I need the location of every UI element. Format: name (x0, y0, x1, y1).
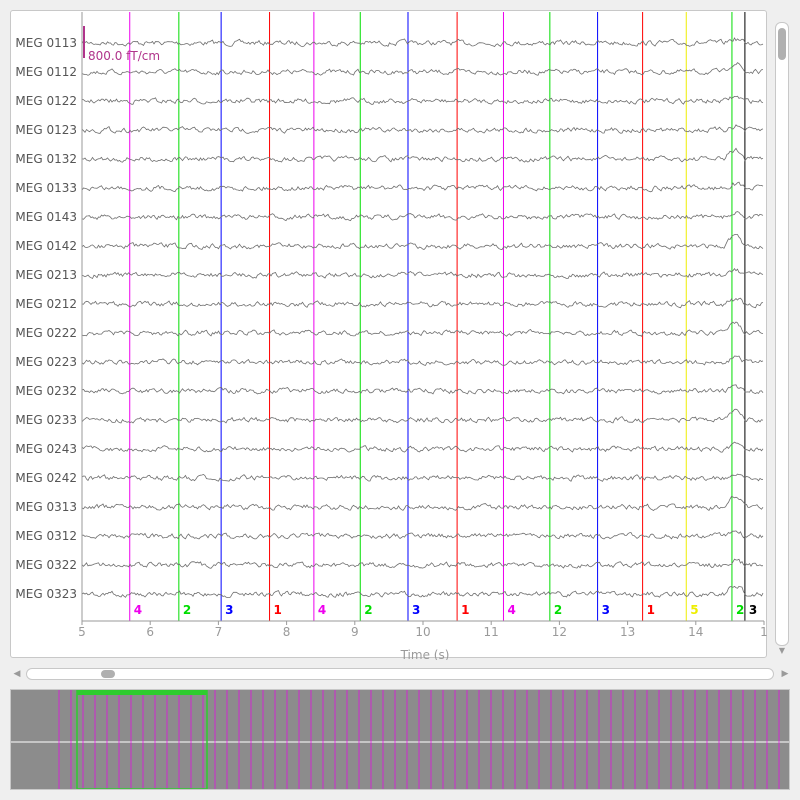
channel-trace (81, 211, 764, 222)
event-label: 3 (602, 603, 610, 617)
channel-trace (81, 62, 764, 76)
channel-label[interactable]: MEG 0232 (15, 384, 77, 398)
channel-label[interactable]: MEG 0223 (15, 355, 77, 369)
x-tick-label: 12 (552, 625, 567, 639)
channel-trace (81, 558, 764, 569)
channel-label[interactable]: MEG 0113 (15, 36, 77, 50)
channel-label[interactable]: MEG 0132 (15, 152, 77, 166)
overview-view-window[interactable] (76, 690, 208, 789)
channel-trace (81, 234, 764, 251)
event-label: 4 (134, 603, 142, 617)
channel-label[interactable]: MEG 0123 (15, 123, 77, 137)
x-tick-label: 8 (283, 625, 291, 639)
event-label: 2 (554, 603, 562, 617)
channel-trace (81, 585, 764, 598)
event-label: 1 (647, 603, 655, 617)
channel-label[interactable]: MEG 0222 (15, 326, 77, 340)
x-axis-label: Time (s) (400, 648, 450, 660)
channel-trace (81, 321, 764, 337)
x-tick-label: 1 (760, 625, 768, 639)
overview-events (11, 690, 789, 789)
raw-data-plot[interactable]: MEG 0113 MEG 0112 MEG 0122 MEG 0123 MEG 0132… (0, 0, 770, 660)
channel-trace (81, 384, 764, 395)
overview-view-window-handle[interactable] (77, 690, 207, 695)
x-tick-label: 9 (351, 625, 359, 639)
vertical-scrollbar-thumb[interactable] (778, 28, 786, 60)
x-tick-label: 14 (688, 625, 703, 639)
events-layer (129, 12, 746, 621)
event-label: 4 (318, 603, 326, 617)
event-label: 3 (749, 603, 757, 617)
channel-label[interactable]: MEG 0233 (15, 413, 77, 427)
event-label: 2 (364, 603, 372, 617)
vertical-scrollbar[interactable] (775, 22, 789, 646)
channel-label[interactable]: MEG 0112 (15, 65, 77, 79)
channel-trace (81, 37, 764, 48)
channel-trace (81, 355, 764, 366)
x-tick-label: 6 (146, 625, 154, 639)
plot-frame (10, 10, 767, 658)
x-tick-label: 5 (78, 625, 86, 639)
scroll-down-arrow-icon[interactable]: ▼ (778, 646, 786, 655)
event-label: 4 (507, 603, 515, 617)
channel-label[interactable]: MEG 0133 (15, 181, 77, 195)
event-label: 5 (690, 603, 698, 617)
horizontal-scrollbar-thumb[interactable] (101, 670, 115, 678)
channel-trace (81, 95, 764, 105)
channel-trace (81, 495, 764, 511)
channel-label[interactable]: MEG 0212 (15, 297, 77, 311)
event-label: 1 (461, 603, 469, 617)
channel-trace (81, 408, 764, 424)
scroll-left-arrow-icon[interactable]: ◀ (13, 669, 21, 679)
channel-label[interactable]: MEG 0322 (15, 558, 77, 572)
event-label: 1 (274, 603, 282, 617)
x-tick-label: 7 (215, 625, 223, 639)
x-tick-label: 10 (415, 625, 430, 639)
x-tick-label: 11 (484, 625, 499, 639)
x-tick-label: 13 (620, 625, 635, 639)
channel-trace (81, 530, 764, 540)
channel-trace (81, 124, 764, 134)
scale-bar: 800.0 fT/cm (83, 26, 160, 63)
event-label: 3 (412, 603, 420, 617)
scale-bar-label: 800.0 fT/cm (88, 49, 160, 63)
scroll-right-arrow-icon[interactable]: ▶ (781, 669, 789, 679)
channel-label[interactable]: MEG 0143 (15, 210, 77, 224)
event-label: 3 (225, 603, 233, 617)
channel-label[interactable]: MEG 0142 (15, 239, 77, 253)
overview-bar[interactable] (10, 689, 790, 790)
horizontal-scrollbar[interactable] (26, 668, 774, 680)
channel-trace (81, 297, 764, 309)
channel-trace (81, 181, 764, 193)
traces-layer (81, 37, 764, 598)
channel-label[interactable]: MEG 0242 (15, 471, 77, 485)
channel-label[interactable]: MEG 0122 (15, 94, 77, 108)
channel-label[interactable]: MEG 0323 (15, 587, 77, 601)
channel-label[interactable]: MEG 0312 (15, 529, 77, 543)
channel-trace (81, 473, 764, 482)
channel-trace (81, 441, 764, 453)
channel-label[interactable]: MEG 0313 (15, 500, 77, 514)
channel-trace (81, 147, 764, 163)
event-label: 2 (183, 603, 191, 617)
channel-label[interactable]: MEG 0213 (15, 268, 77, 282)
channel-label[interactable]: MEG 0243 (15, 442, 77, 456)
x-axis: Time (s) 5 6 7 8 9 10 11 12 13 14 1 (78, 12, 768, 660)
event-label: 2 (736, 603, 744, 617)
channel-trace (81, 268, 764, 280)
channel-labels: MEG 0113 MEG 0112 MEG 0122 MEG 0123 MEG 0132… (15, 36, 77, 601)
